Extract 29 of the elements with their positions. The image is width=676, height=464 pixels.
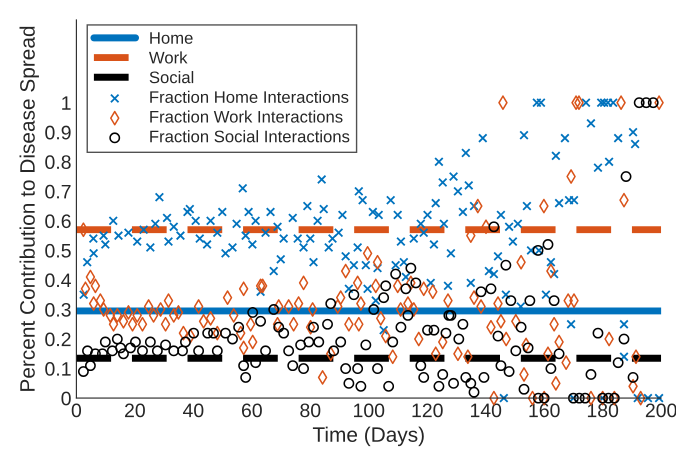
y-tick-label: 0.3 (45, 302, 71, 317)
y-tick-label: 0.2 (45, 332, 71, 346)
x-tick-label: 120 (412, 403, 443, 418)
x-tick-label: 80 (300, 403, 320, 418)
x-tick-label: 60 (242, 403, 262, 418)
legend-label: Fraction Social Interactions (150, 130, 350, 142)
legend-label: Work (148, 51, 188, 64)
x-tick-label: 100 (354, 403, 384, 418)
y-tick-label: 0.6 (45, 214, 71, 228)
legend-label: Home (150, 32, 193, 44)
y-tick-label: 0.7 (45, 184, 71, 199)
legend-label: Social (150, 71, 194, 84)
x-tick-label: 180 (588, 403, 618, 418)
x-tick-label: 20 (125, 403, 145, 418)
x-axis-title: Time (Days) (312, 426, 424, 446)
x-tick-label: 140 (470, 403, 502, 418)
y-axis-title: Percent Contribution to Disease Spread (20, 26, 39, 391)
y-tick-label: 0 (61, 392, 71, 406)
y-tick-label: 1 (62, 96, 71, 110)
y-tick-label: 0.5 (45, 244, 71, 258)
legend-label: Fraction Home Interactions (150, 90, 348, 103)
y-tick-label: 0.4 (45, 273, 71, 288)
y-tick-label: 0.8 (45, 155, 71, 169)
x-tick-label: 0 (72, 403, 82, 418)
x-tick-label: 160 (529, 403, 560, 418)
legend-label: Fraction Work Interactions (150, 110, 343, 123)
y-tick-label: 0.1 (45, 362, 71, 376)
x-tick-label: 40 (182, 403, 204, 418)
y-tick-label: 0.9 (45, 126, 71, 140)
